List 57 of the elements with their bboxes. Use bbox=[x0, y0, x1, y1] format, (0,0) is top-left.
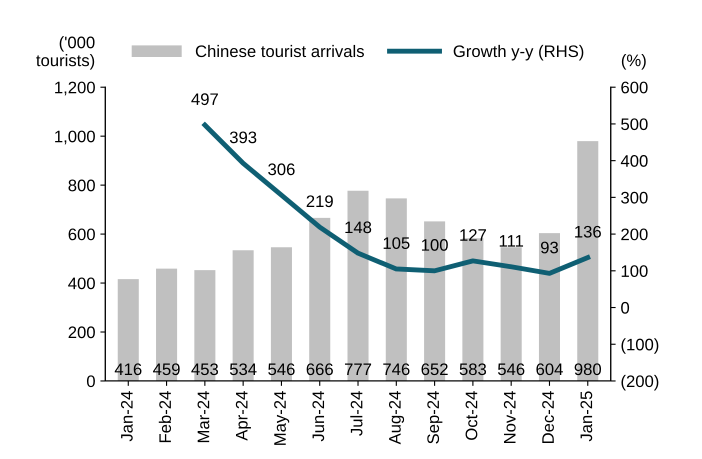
y-tick-label: 600 bbox=[68, 228, 95, 240]
x-tick-label: Jan-24 bbox=[120, 391, 133, 442]
x-tick-label: Jul-24 bbox=[350, 391, 362, 436]
data-label: 497 bbox=[191, 93, 218, 106]
data-label: 652 bbox=[422, 363, 448, 376]
data-label: 534 bbox=[230, 363, 257, 376]
x-tick-label: Dec-24 bbox=[542, 391, 554, 444]
data-label: 393 bbox=[230, 131, 256, 144]
y2-tick-label: 100 bbox=[622, 265, 648, 278]
data-label: 453 bbox=[191, 363, 218, 376]
data-label: 583 bbox=[460, 363, 486, 376]
legend-label: Growth y-y (RHS) bbox=[454, 44, 584, 60]
y-tick-label: 1,200 bbox=[55, 82, 95, 96]
y2-axis-title: (%) bbox=[622, 54, 646, 70]
x-tick-label: Jun-24 bbox=[312, 391, 324, 442]
data-label: 980 bbox=[574, 363, 602, 376]
data-label: 777 bbox=[344, 364, 372, 375]
data-label: 306 bbox=[268, 163, 295, 176]
x-tick-label: Apr-24 bbox=[236, 391, 251, 441]
y2-tick-label: 0 bbox=[621, 302, 630, 314]
y2-tick-label: 200 bbox=[621, 228, 648, 240]
x-tick-label: May-24 bbox=[274, 391, 290, 445]
data-label: 546 bbox=[498, 363, 524, 376]
data-label: 416 bbox=[114, 363, 142, 376]
x-tick-label: Sep-24 bbox=[427, 391, 442, 444]
data-label: 604 bbox=[536, 363, 563, 376]
y2-tick-label: 400 bbox=[620, 155, 648, 167]
x-tick-label: Oct-24 bbox=[466, 391, 478, 440]
data-label: 666 bbox=[306, 363, 333, 376]
data-label: 100 bbox=[422, 239, 448, 251]
data-label: 105 bbox=[384, 237, 410, 250]
y2-tick-label: 600 bbox=[621, 82, 648, 94]
data-label: 459 bbox=[153, 363, 180, 376]
data-label: 111 bbox=[500, 235, 524, 247]
y-tick-label: 200 bbox=[68, 326, 95, 338]
x-tick-label: Mar-24 bbox=[198, 391, 210, 442]
y2-tick-label: 500 bbox=[621, 118, 648, 130]
x-tick-label: Aug-24 bbox=[388, 391, 404, 444]
y2-tick-label: (200) bbox=[621, 374, 658, 390]
data-label: 546 bbox=[268, 363, 295, 376]
data-label: 127 bbox=[460, 229, 486, 241]
x-tick-label: Jan-25 bbox=[580, 391, 592, 442]
legend-label: Chinese tourist arrivals bbox=[196, 44, 364, 58]
x-tick-label: Feb-24 bbox=[158, 391, 172, 442]
data-label: 746 bbox=[383, 363, 410, 376]
data-label: 93 bbox=[540, 242, 558, 254]
data-label: 136 bbox=[575, 226, 601, 238]
data-label: 219 bbox=[306, 195, 333, 208]
y-tick-label: 0 bbox=[86, 375, 95, 388]
y2-tick-label: 300 bbox=[621, 192, 648, 204]
y-tick-label: 1,000 bbox=[55, 130, 95, 144]
y-tick-label: 400 bbox=[68, 277, 95, 290]
x-tick-label: Nov-24 bbox=[504, 391, 516, 444]
data-label: 148 bbox=[345, 221, 372, 234]
y-tick-label: 800 bbox=[68, 180, 95, 192]
y-axis-title: ('000 tourists) bbox=[36, 36, 95, 70]
y2-tick-label: (100) bbox=[621, 338, 658, 354]
